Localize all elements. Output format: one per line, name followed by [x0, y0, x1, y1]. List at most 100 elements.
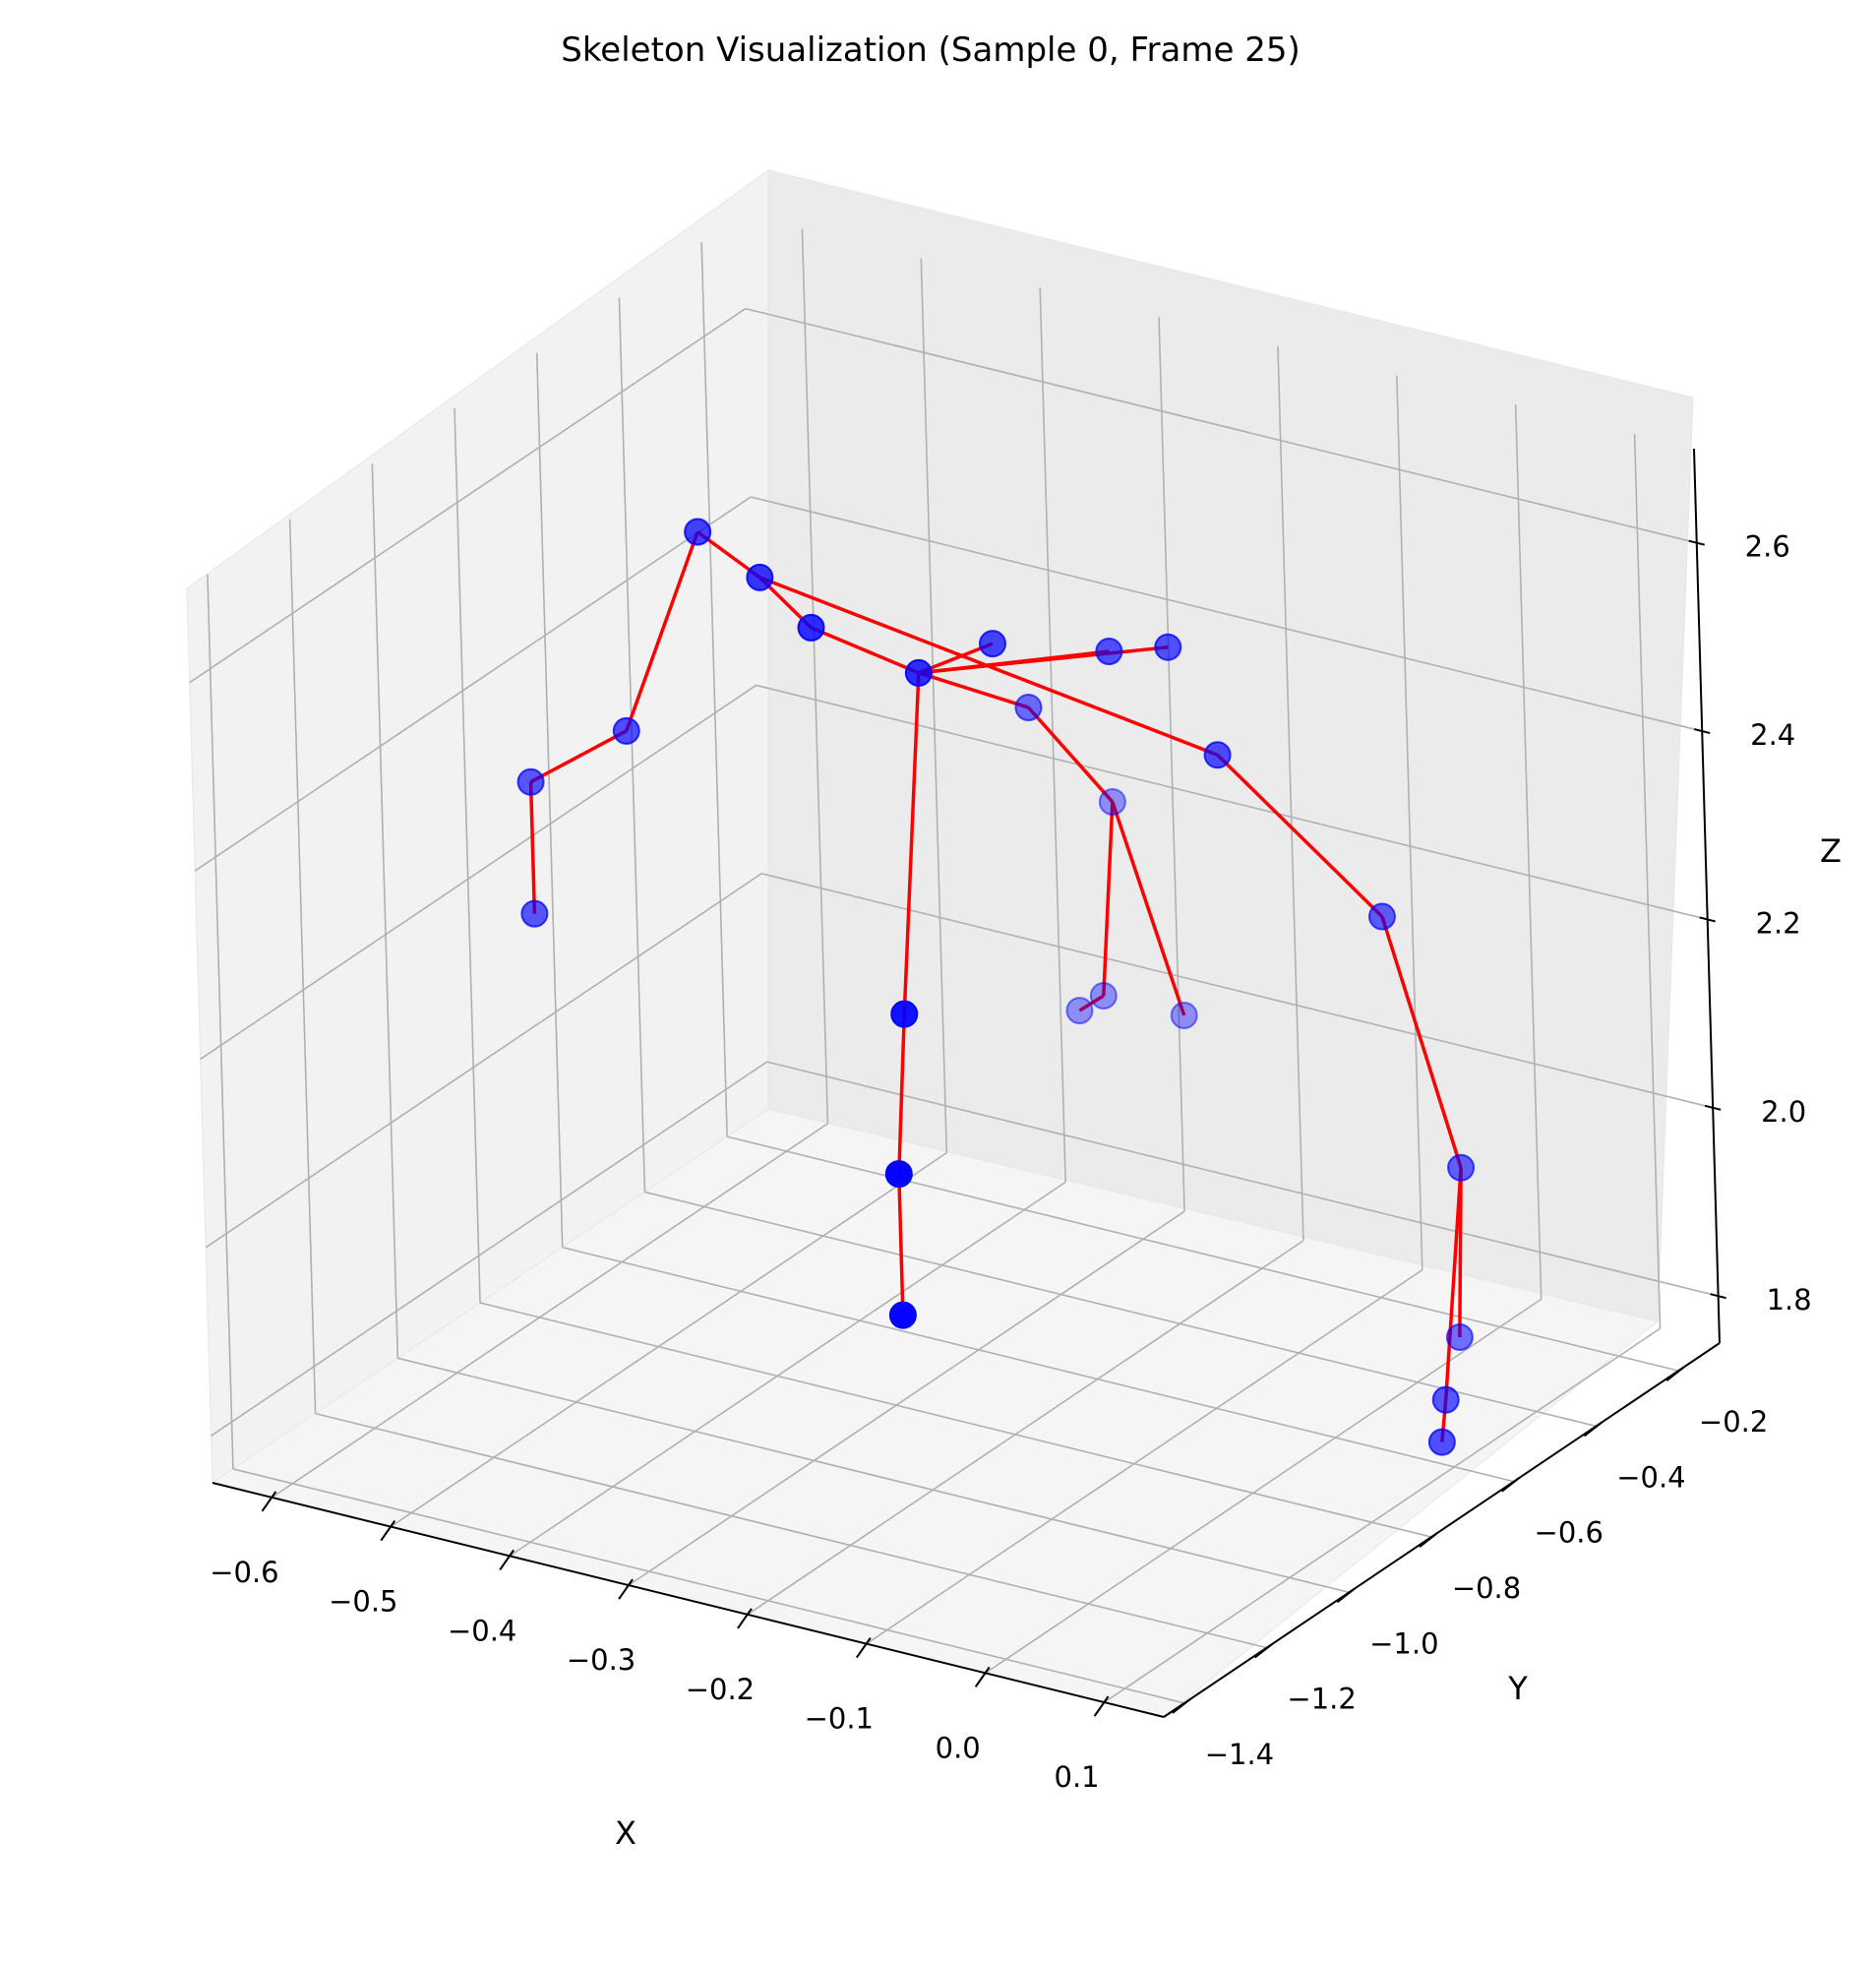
z-gridline-left: [194, 496, 752, 872]
x-gridline-back: [1396, 375, 1423, 1270]
skeleton-bone: [528, 781, 537, 914]
z-tick-label: 2.0: [1761, 1095, 1806, 1129]
x-tick-mark: [499, 1549, 515, 1570]
y-axis-label: Y: [1507, 1670, 1528, 1707]
x-gridline-back: [1158, 317, 1185, 1212]
z-gridline-back: [745, 307, 1697, 544]
skeleton-joint: [1447, 1153, 1476, 1182]
x-gridline-back: [1633, 434, 1662, 1329]
skeleton-bone: [1102, 801, 1115, 997]
x-tick-mark: [974, 1666, 991, 1687]
y-gridline-left: [288, 519, 317, 1414]
z-gridline-back: [760, 873, 1714, 1109]
skeleton-bone: [529, 729, 628, 784]
x-gridline-floor: [628, 1210, 1185, 1586]
y-gridline-left: [371, 463, 399, 1359]
skeleton-joint: [1065, 997, 1094, 1025]
skeleton-bone: [897, 1174, 905, 1316]
y-tick-label: −0.2: [1699, 1405, 1768, 1439]
skeleton-joint: [1367, 902, 1396, 931]
skeleton-bone: [1111, 801, 1186, 1016]
skeleton-bone: [1443, 1167, 1463, 1400]
skeleton-joint: [1170, 1001, 1198, 1029]
skeleton-joint: [612, 716, 640, 745]
x-tick-label: −0.6: [210, 1556, 278, 1589]
x-gridline-floor: [1104, 1327, 1662, 1703]
skeleton-bone: [902, 672, 921, 1014]
x-gridline-floor: [390, 1151, 947, 1528]
x-axis-line: [212, 1482, 1165, 1718]
skeleton-joint: [890, 1000, 919, 1028]
z-gridline-left: [200, 684, 757, 1061]
skeleton-joint: [888, 1301, 917, 1329]
skeleton-bone: [625, 530, 699, 732]
z-tick-label: 2.2: [1756, 906, 1801, 940]
x-tick-mark: [737, 1608, 753, 1629]
x-tick-label: −0.2: [686, 1673, 755, 1706]
skeleton-joint: [1427, 1428, 1456, 1456]
skeleton-bone: [1027, 705, 1115, 804]
y-gridline-floor: [397, 1357, 1350, 1594]
skeleton-joint: [1095, 638, 1123, 666]
tick-labels: −0.6 −0.5 −0.4 −0.3 −0.2 −0.1 0.0 0.1 −1.4 −1.2 −1…: [210, 530, 1811, 1794]
x-tick-label: −0.4: [448, 1614, 516, 1647]
z-gridline-back: [766, 1061, 1719, 1297]
x-gridline-floor: [271, 1123, 828, 1499]
skeleton-bone: [897, 1013, 907, 1175]
skeleton-joint: [1098, 787, 1126, 816]
grid-lines: [189, 228, 1719, 1704]
x-tick-mark: [380, 1520, 396, 1542]
y-gridline-floor: [562, 1246, 1514, 1483]
x-tick-label: −0.3: [567, 1643, 635, 1677]
x-gridline-back: [1277, 345, 1304, 1241]
x-gridline-back: [920, 258, 948, 1153]
y-gridline-floor: [479, 1302, 1432, 1538]
skeleton-bone: [918, 645, 1169, 675]
z-gridline-back: [751, 496, 1703, 732]
skeleton-joint: [797, 613, 825, 642]
x-tick-label: −0.1: [805, 1702, 874, 1736]
x-tick-label: 0.0: [936, 1731, 981, 1764]
x-tick-mark: [1093, 1695, 1110, 1717]
skeleton-bone: [1380, 915, 1463, 1169]
x-tick-mark: [261, 1491, 277, 1512]
y-gridline-floor: [315, 1412, 1267, 1649]
x-tick-label: 0.1: [1055, 1760, 1100, 1794]
z-tick-label: 1.8: [1767, 1283, 1812, 1317]
y-gridline-left: [700, 242, 728, 1137]
x-tick-mark: [618, 1578, 634, 1600]
skeleton-joint: [1014, 694, 1043, 722]
x-gridline-floor: [866, 1268, 1423, 1645]
skeleton-bone: [1078, 994, 1105, 1012]
z-gridline-left: [211, 1061, 768, 1437]
skeleton-joint: [884, 1160, 913, 1189]
axes-panes: [186, 169, 1694, 1718]
x-axis-label: X: [615, 1814, 636, 1852]
chart-title: Skeleton Visualization (Sample 0, Frame …: [561, 31, 1300, 70]
skeleton-joint: [1203, 741, 1232, 769]
y-tick-label: −0.4: [1616, 1460, 1685, 1494]
skeleton-joint: [904, 658, 933, 687]
z-axis-label: Z: [1820, 832, 1842, 870]
skeleton-joints: [516, 518, 1476, 1456]
y-tick-label: −0.6: [1535, 1516, 1604, 1550]
skeleton-bone: [918, 671, 1029, 709]
skeleton-joint: [1089, 982, 1118, 1011]
z-gridline-left: [189, 308, 747, 684]
x-gridline-floor: [747, 1240, 1304, 1616]
x-gridline-back: [1514, 404, 1543, 1300]
skeleton-joint: [1431, 1385, 1460, 1414]
y-tick-label: −1.0: [1369, 1626, 1438, 1660]
skeleton-joint: [516, 767, 545, 796]
z-gridline-back: [756, 684, 1708, 921]
y-tick-label: −1.4: [1205, 1738, 1274, 1771]
skeleton-bone: [810, 626, 920, 675]
y-gridline-left: [535, 352, 564, 1248]
x-gridline-floor: [509, 1181, 1066, 1558]
y-tick-label: −1.2: [1287, 1683, 1356, 1716]
z-axis-line: [1693, 448, 1721, 1344]
y-tick-label: −0.8: [1452, 1571, 1521, 1605]
y-gridline-left: [618, 297, 646, 1193]
skeleton-joint: [1154, 633, 1182, 661]
